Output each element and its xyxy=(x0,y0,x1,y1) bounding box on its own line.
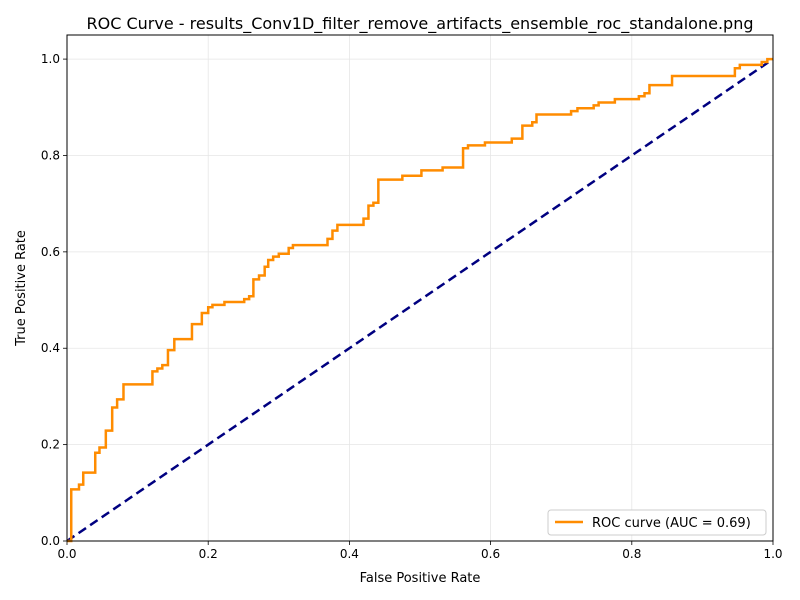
x-tick-label: 0.4 xyxy=(340,547,359,561)
x-axis-label: False Positive Rate xyxy=(360,571,481,586)
x-tick-label: 0.8 xyxy=(622,547,641,561)
legend-box xyxy=(547,509,767,536)
y-tick-label: 0.8 xyxy=(41,148,60,162)
legend: ROC curve (AUC = 0.69) xyxy=(547,509,767,536)
chart-title: ROC Curve - results_Conv1D_filter_remove… xyxy=(87,14,754,34)
grid xyxy=(66,35,774,542)
plot-area-frame xyxy=(66,34,774,542)
x-tick-label: 0.0 xyxy=(57,547,76,561)
roc-curve-line xyxy=(67,57,773,543)
chance-diagonal-line xyxy=(66,58,774,543)
y-tick-label: 0.0 xyxy=(41,534,60,548)
y-tick-label: 0.2 xyxy=(41,438,60,452)
x-tick-label: 0.6 xyxy=(481,547,500,561)
y-tick-label: 1.0 xyxy=(41,52,60,66)
legend-label-roc: ROC curve (AUC = 0.69) xyxy=(592,516,751,531)
y-axis-label: True Positive Rate xyxy=(14,230,29,347)
y-tick-label: 0.6 xyxy=(41,245,60,259)
x-tick-label: 1.0 xyxy=(763,547,782,561)
y-tick-label: 0.4 xyxy=(41,341,60,355)
axis-ticks: 0.0 0.2 0.4 0.6 0.8 1.0 0.0 0.2 0.4 0.6 0.8 1.0 xyxy=(41,52,783,561)
plot-series xyxy=(66,57,774,543)
x-tick-label: 0.2 xyxy=(199,547,218,561)
